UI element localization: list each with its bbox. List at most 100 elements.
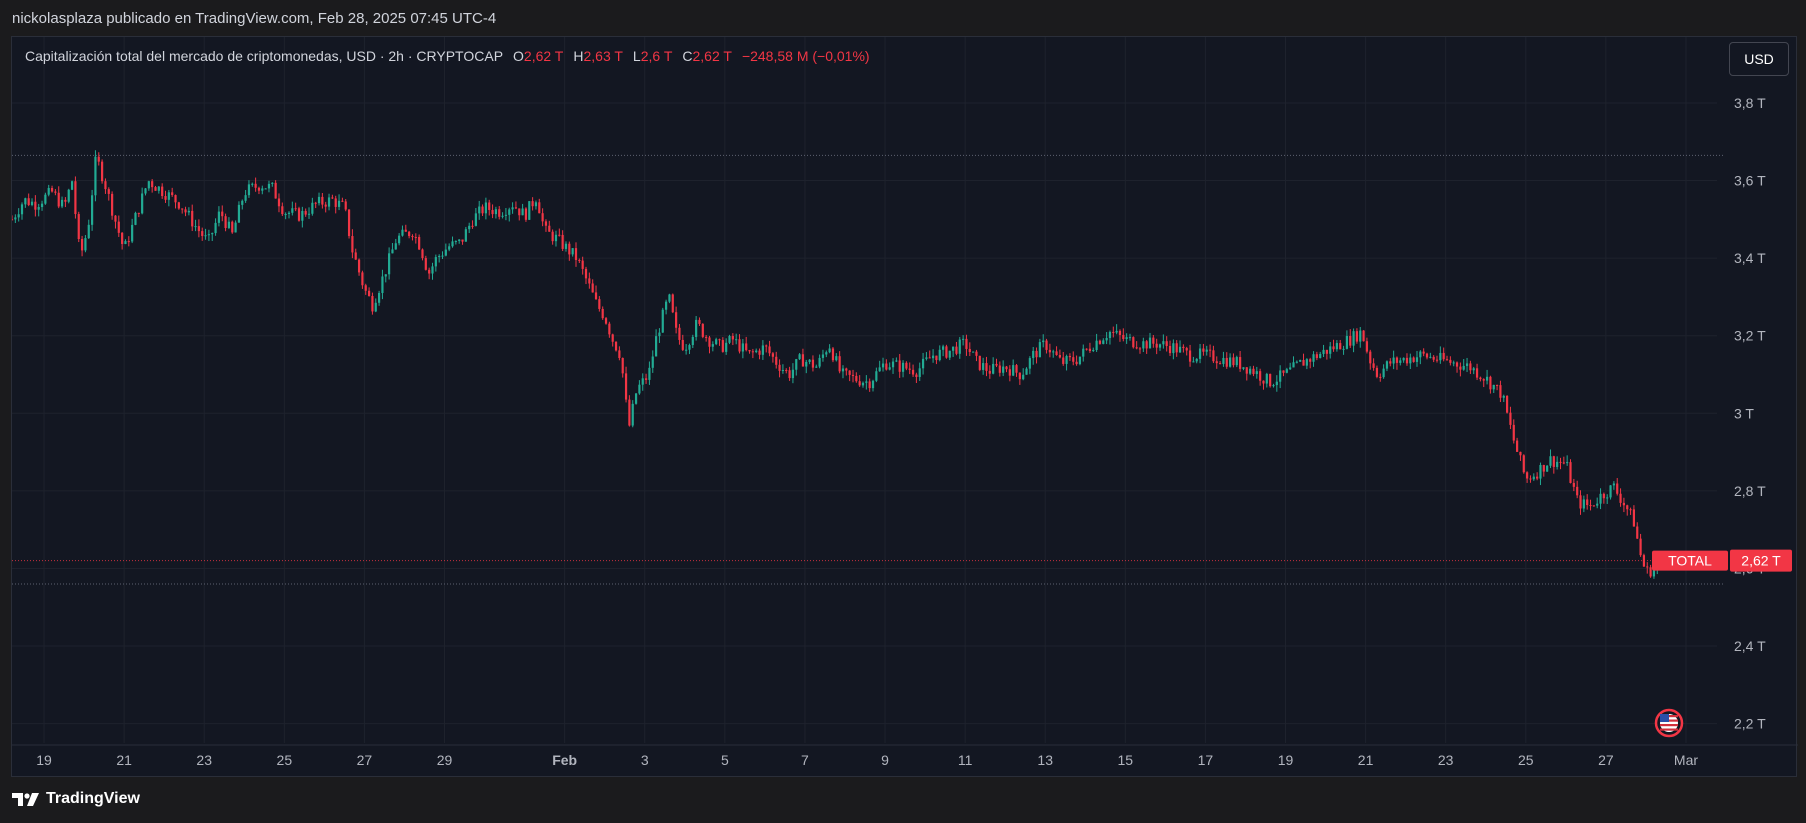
candle-body: [1135, 347, 1138, 349]
candle-body: [381, 276, 384, 294]
candle-body: [1626, 505, 1629, 510]
candle-body: [494, 209, 498, 215]
candle-body: [211, 233, 214, 235]
candle-body: [364, 285, 367, 291]
currency-button[interactable]: USD: [1729, 42, 1789, 76]
candle-body: [478, 206, 481, 214]
candle-body: [1582, 499, 1585, 509]
candle-body: [1442, 352, 1445, 360]
candle-body: [1142, 341, 1145, 349]
candle-body: [848, 370, 851, 375]
candle-body: [181, 208, 184, 210]
candle-body: [835, 356, 838, 361]
candle-body: [678, 327, 681, 340]
candle-body: [398, 235, 401, 244]
candle-body: [1465, 363, 1469, 366]
candle-body: [925, 357, 928, 359]
candle-body: [1322, 349, 1325, 354]
candle-body: [244, 195, 247, 201]
candle-body: [201, 231, 204, 236]
candle-body: [765, 345, 768, 347]
candle-body: [127, 241, 130, 243]
candle-body: [227, 221, 231, 228]
candle-body: [1592, 505, 1595, 507]
candle-body: [768, 346, 771, 354]
candle-body: [641, 378, 644, 385]
candle-body: [1292, 362, 1295, 368]
candle-body: [1375, 367, 1379, 377]
candle-body: [284, 213, 287, 215]
candle-body: [791, 369, 795, 379]
candle-body: [271, 182, 274, 184]
candle-body: [1392, 357, 1395, 364]
candle-body: [374, 302, 377, 312]
candle-body: [134, 212, 137, 225]
last-price-tag: [1730, 549, 1792, 572]
candle-body: [1632, 509, 1636, 527]
candle-body: [394, 243, 397, 250]
candle-body: [1402, 357, 1405, 361]
candle-body: [1385, 361, 1389, 369]
candle-body: [1295, 361, 1298, 363]
candle-body: [808, 359, 811, 362]
chart-panel[interactable]: 2,2 T 2,4 T 2,6 T 2,8 T 3 T 3,2 T 3,4 T 3,6 T 3,…: [11, 36, 1798, 778]
candle-body: [1616, 483, 1619, 494]
candle-body: [675, 312, 678, 328]
candle-body: [1652, 568, 1656, 577]
y-tick-label: 3,8 T: [1734, 95, 1766, 111]
candle-body: [1642, 555, 1646, 567]
tradingview-logo[interactable]: TradingView: [12, 790, 140, 808]
candle-body: [90, 195, 94, 225]
candle-body: [1455, 362, 1459, 367]
candle-body: [1102, 340, 1105, 344]
candlestick-chart[interactable]: 2,2 T 2,4 T 2,6 T 2,8 T 3 T 3,2 T 3,4 T 3,6 T 3,…: [12, 37, 1798, 778]
candle-body: [1562, 462, 1565, 464]
candle-body: [404, 229, 407, 232]
x-tick-label: 23: [1438, 752, 1454, 768]
candle-body: [755, 350, 758, 353]
candle-body: [975, 351, 978, 356]
candle-body: [1018, 372, 1021, 380]
candle-body: [474, 213, 477, 226]
series-name-label: TOTAL: [1668, 553, 1712, 569]
y-tick-label: 3,2 T: [1734, 328, 1766, 344]
candle-body: [1572, 482, 1575, 487]
candle-body: [1302, 360, 1305, 366]
candle-body: [751, 351, 754, 353]
candle-body: [1092, 349, 1095, 352]
candle-body: [27, 198, 30, 206]
publish-caption: nickolasplaza publicado en TradingView.c…: [12, 10, 497, 27]
change-value: −248,58 M (−0,01%): [741, 48, 870, 64]
candle-body: [658, 332, 661, 337]
candle-body: [775, 356, 778, 365]
candle-body: [237, 204, 241, 223]
candle-body: [274, 182, 277, 199]
candle-body: [1235, 357, 1238, 366]
candle-body: [711, 344, 714, 347]
candle-body: [958, 339, 961, 354]
candle-body: [498, 209, 501, 217]
candle-body: [314, 202, 317, 204]
candle-body: [1445, 359, 1449, 361]
candle-body: [444, 249, 447, 256]
candle-body: [614, 341, 618, 351]
candle-body: [514, 207, 518, 209]
candle-body: [1105, 338, 1108, 341]
candle-body: [1532, 476, 1535, 480]
candle-body: [1482, 379, 1485, 381]
x-tick-label: 3: [641, 752, 649, 768]
candle-body: [1429, 356, 1432, 358]
candle-body: [1495, 384, 1499, 386]
candle-body: [921, 358, 925, 369]
candle-body: [1309, 359, 1312, 362]
candle-body: [528, 201, 531, 220]
candle-body: [251, 183, 254, 185]
x-tick-label: 19: [1278, 752, 1294, 768]
flag-canton: [1660, 714, 1669, 722]
candle-body: [695, 319, 698, 337]
candle-body: [97, 156, 100, 162]
candle-body: [87, 224, 90, 239]
x-tick-label: Feb: [552, 752, 577, 768]
candle-body: [881, 363, 885, 368]
candle-body: [638, 384, 641, 394]
